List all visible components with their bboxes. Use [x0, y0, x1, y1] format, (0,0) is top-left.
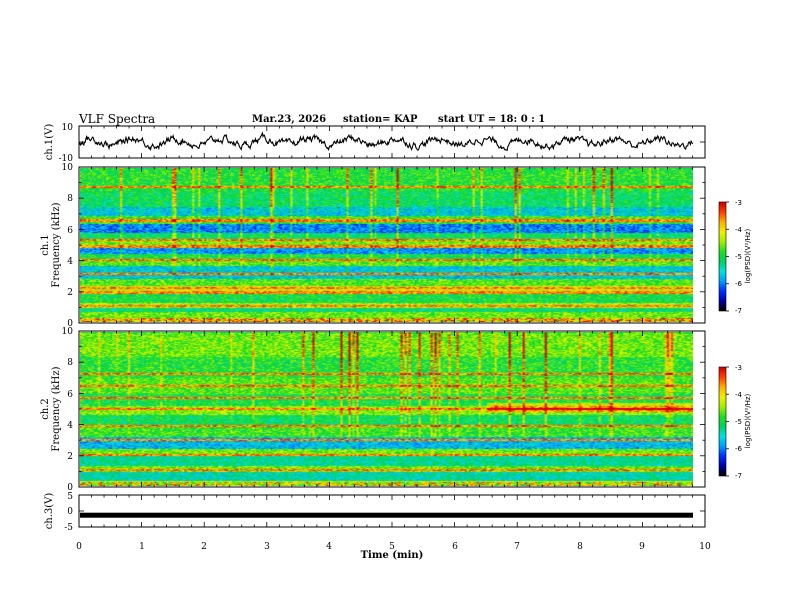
ch3-ytick: 0 — [67, 507, 73, 517]
spec1-ytick: 8 — [67, 194, 73, 204]
xtick-label: 2 — [201, 542, 207, 552]
ch1-ylabel: ch.1(V) — [44, 124, 55, 161]
ch1-waveform-line — [78, 131, 694, 152]
cbar2-tick: -5 — [735, 418, 742, 426]
xtick-label: 3 — [264, 542, 270, 552]
cbar1-tick: -4 — [735, 226, 743, 234]
xtick-label: 8 — [577, 542, 583, 552]
ch1-ytick-top: 10 — [62, 123, 74, 133]
start-time-label: start UT = 18: 0 : 1 — [438, 114, 545, 125]
cbar2-tick: -7 — [735, 472, 742, 480]
cbar2-tick: -3 — [735, 364, 742, 372]
spec1-ytick: 6 — [67, 226, 73, 236]
spec1-ytick: 4 — [67, 257, 73, 267]
x-axis-title: Time (min) — [361, 550, 424, 561]
xtick-label: 1 — [139, 542, 145, 552]
cbar2-tick: -6 — [735, 445, 743, 453]
cbar2-label: log(PSD)(V²/Hz) — [744, 393, 752, 448]
figure-title: VLF Spectra — [78, 112, 155, 126]
ch3-ytick: -5 — [64, 523, 73, 533]
spec2-ytick: 0 — [67, 483, 73, 493]
ch3-signal-line — [80, 512, 693, 518]
station-label: station= KAP — [343, 114, 418, 125]
date-label: Mar.23, 2026 — [252, 114, 326, 125]
xtick-label: 10 — [699, 542, 711, 552]
cbar2-tick: -4 — [735, 391, 743, 399]
xtick-label: 6 — [452, 542, 458, 552]
spec2-ytick: 8 — [67, 358, 73, 368]
ch1-spectrogram-heatmap — [80, 168, 693, 322]
spec2-channel-label: ch.2 — [40, 398, 51, 420]
xtick-label: 9 — [639, 542, 645, 552]
spec1-ylabel: Frequency (kHz) — [51, 202, 62, 287]
ch3-ylabel: ch.3(V) — [44, 493, 55, 530]
spec2-ytick: 10 — [62, 327, 74, 337]
xtick-label: 4 — [326, 542, 332, 552]
cbar1-label: log(PSD)(V²/Hz) — [744, 228, 752, 283]
axis-ticks — [78, 125, 729, 528]
xtick-label: 5 — [389, 542, 395, 552]
spec2-ylabel: Frequency (kHz) — [51, 366, 62, 451]
ch1-ytick-bottom: -10 — [59, 154, 74, 164]
spec2-ytick: 2 — [67, 452, 73, 462]
cbar1-tick: -6 — [735, 280, 743, 288]
spec1-ytick: 0 — [67, 319, 73, 329]
spec1-ytick: 10 — [62, 163, 74, 173]
spec2-ytick: 6 — [67, 390, 73, 400]
spec1-ytick: 2 — [67, 288, 73, 298]
ch2-spectrogram-heatmap — [80, 332, 693, 486]
ch2-colorbar — [719, 367, 726, 476]
ch3-ytick: 5 — [67, 492, 73, 502]
cbar1-tick: -3 — [735, 199, 742, 207]
cbar1-tick: -5 — [735, 253, 742, 261]
spec2-ytick: 4 — [67, 421, 73, 431]
ch1-colorbar — [719, 202, 726, 311]
cbar1-tick: -7 — [735, 307, 742, 315]
xtick-label: 7 — [514, 542, 520, 552]
spec1-channel-label: ch.1 — [40, 234, 51, 256]
xtick-label: 0 — [76, 542, 82, 552]
